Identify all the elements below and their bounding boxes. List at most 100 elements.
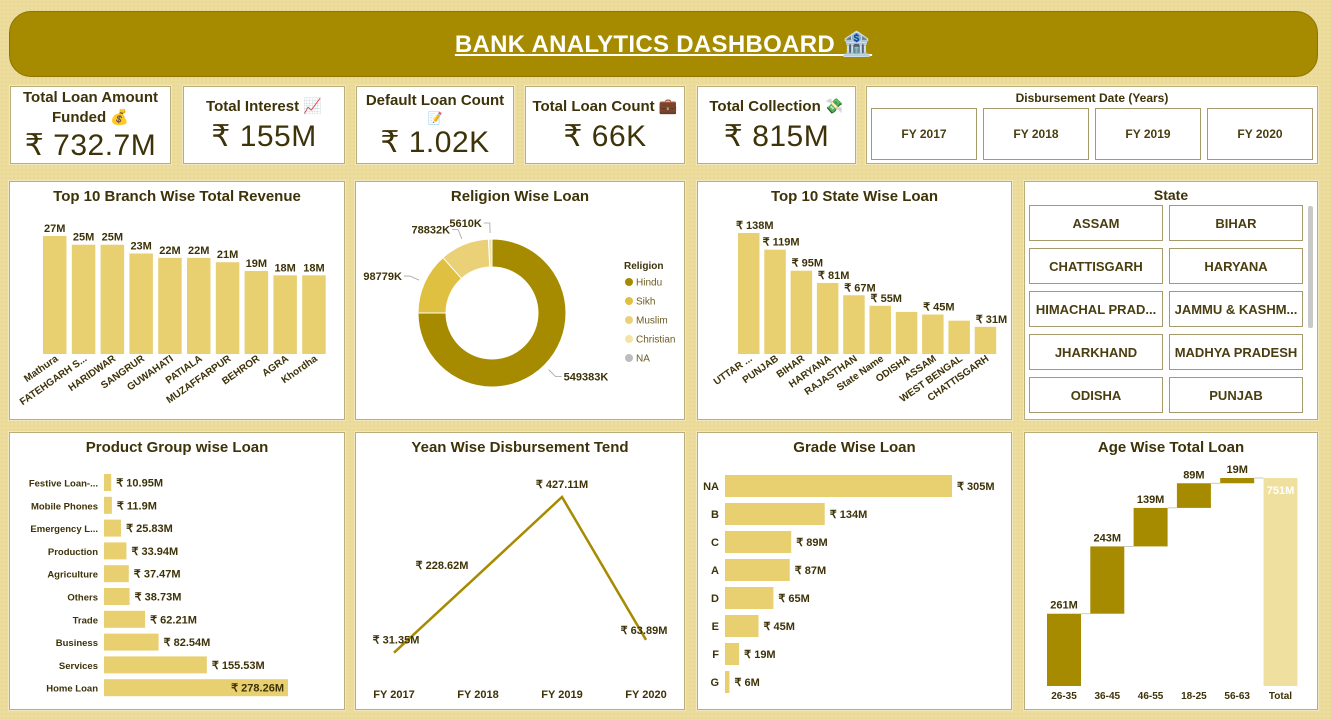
grade-loan-panel: Grade Wise Loan NA ₹ 305M B ₹ 134M C ₹ 89M A ₹ …: [697, 432, 1012, 710]
data-label: ₹ 38.73M: [135, 592, 182, 604]
data-label: 23M: [130, 240, 151, 252]
bar: [244, 270, 269, 354]
kpi-value: ₹ 732.7M: [24, 128, 157, 162]
bar: [302, 275, 326, 354]
state-option-assam[interactable]: ASSAM: [1029, 205, 1163, 241]
kpi-label: 📝: [427, 110, 443, 125]
bar: [1090, 546, 1125, 614]
bar: [104, 610, 146, 628]
category-label: 18-25: [1181, 691, 1207, 702]
state-option-jharkhand[interactable]: JHARKHAND: [1029, 334, 1163, 370]
slicer-option-fy2018[interactable]: FY 2018: [983, 108, 1089, 160]
kpi-value: ₹ 1.02K: [380, 125, 490, 159]
data-label: ₹ 31M: [976, 314, 1007, 326]
bar: [948, 320, 970, 354]
bar: [100, 244, 125, 354]
bar: [725, 587, 774, 609]
category-label: E: [712, 621, 719, 633]
data-label: ₹ 134M: [830, 509, 868, 521]
state-option-himachal[interactable]: HIMACHAL PRAD...: [1029, 291, 1163, 327]
state-slicer: State ASSAM BIHAR CHATTISGARH HARYANA HI…: [1024, 181, 1318, 420]
data-label: 243M: [1094, 532, 1122, 544]
category-label: Home Loan: [46, 684, 98, 695]
category-label: FY 2020: [625, 689, 666, 701]
data-label: 19M: [1226, 464, 1247, 476]
category-label: 36-45: [1095, 691, 1121, 702]
category-label: A: [711, 565, 719, 577]
state-option-odisha[interactable]: ODISHA: [1029, 377, 1163, 413]
state-option-punjab[interactable]: PUNJAB: [1169, 377, 1303, 413]
bar: [843, 295, 865, 354]
state-option-haryana[interactable]: HARYANA: [1169, 248, 1303, 284]
legend-marker: [625, 297, 633, 305]
bar: [104, 679, 288, 697]
bar: [104, 633, 159, 651]
state-option-jammu[interactable]: JAMMU & KASHM...: [1169, 291, 1303, 327]
data-label: ₹ 10.95M: [116, 478, 163, 490]
kpi-value: ₹ 66K: [563, 119, 647, 153]
bar: [725, 615, 759, 637]
kpi-label: Total Loan Count 💼: [532, 97, 678, 115]
legend-marker: [625, 335, 633, 343]
state-option-madhya-pradesh[interactable]: MADHYA PRADESH: [1169, 334, 1303, 370]
bar: [869, 305, 891, 354]
slicer-option-fy2019[interactable]: FY 2019: [1095, 108, 1201, 160]
data-label: ₹ 138M: [736, 220, 774, 232]
bar: [725, 475, 952, 497]
state-slicer-scrollbar[interactable]: [1308, 206, 1313, 328]
category-label: Agriculture: [47, 570, 98, 581]
bar: [725, 559, 790, 581]
yearly-disbursement-chart: ₹ 31.35M FY 2017 ₹ 228.62M FY 2018 ₹ 427.11M…: [373, 479, 668, 701]
bar: [1133, 507, 1168, 547]
data-label: ₹ 305M: [957, 481, 995, 493]
bar: [71, 244, 96, 354]
bar: [1220, 478, 1255, 484]
bar: [725, 671, 730, 693]
bar: [104, 519, 122, 537]
bar: [725, 643, 740, 665]
data-label: ₹ 155.53M: [212, 660, 265, 672]
slicer-option-fy2020[interactable]: FY 2020: [1207, 108, 1313, 160]
legend-label: Sikh: [636, 297, 655, 308]
data-label: ₹ 427.11M: [536, 479, 588, 491]
data-label: ₹ 45M: [763, 621, 794, 633]
data-label: ₹ 19M: [744, 649, 775, 661]
data-label: 78832K: [412, 225, 451, 237]
bar: [1176, 483, 1211, 508]
dashboard-header: BANK ANALYTICS DASHBOARD 🏦: [9, 11, 1318, 77]
data-label: ₹ 6M: [734, 677, 759, 689]
data-label: 18M: [274, 262, 295, 274]
disbursement-date-slicer: Disbursement Date (Years) FY 2017 FY 201…: [866, 86, 1318, 164]
category-label: B: [711, 509, 719, 521]
bar: [104, 474, 112, 491]
bar: [922, 314, 944, 354]
kpi-total-loan-count: Total Loan Count 💼 ₹ 66K: [525, 86, 685, 164]
donut-slice: [487, 238, 493, 268]
branch-revenue-panel: Top 10 Branch Wise Total Revenue 27M Math…: [9, 181, 345, 420]
data-label: ₹ 87M: [795, 565, 826, 577]
bar: [104, 542, 127, 560]
chart-title: Top 10 Branch Wise Total Revenue: [53, 188, 301, 205]
bar: [187, 257, 211, 354]
data-label: ₹ 55M: [871, 293, 902, 305]
data-label: 25M: [102, 232, 123, 244]
state-option-bihar[interactable]: BIHAR: [1169, 205, 1303, 241]
chart-title: Religion Wise Loan: [450, 188, 590, 205]
product-group-panel: Product Group wise Loan Festive Loan-...…: [9, 432, 345, 710]
series-line: [393, 495, 648, 654]
data-label: ₹ 63.89M: [621, 625, 668, 637]
data-label: 22M: [159, 245, 180, 257]
data-label: ₹ 67M: [844, 282, 875, 294]
slicer-option-fy2017[interactable]: FY 2017: [871, 108, 977, 160]
kpi-value: ₹ 155M: [211, 119, 317, 153]
category-label: G: [710, 677, 719, 689]
state-loan-panel: Top 10 State Wise Loan ₹ 138M UTTAR ... ₹ …: [697, 181, 1012, 420]
data-label: ₹ 228.62M: [416, 560, 469, 572]
state-option-chattisgarh[interactable]: CHATTISGARH: [1029, 248, 1163, 284]
bar: [895, 311, 918, 354]
yearly-disbursement-panel: Yean Wise Disbursement Tend ₹ 31.35M FY 2…: [355, 432, 685, 710]
kpi-label: Default Loan Count: [365, 91, 505, 109]
